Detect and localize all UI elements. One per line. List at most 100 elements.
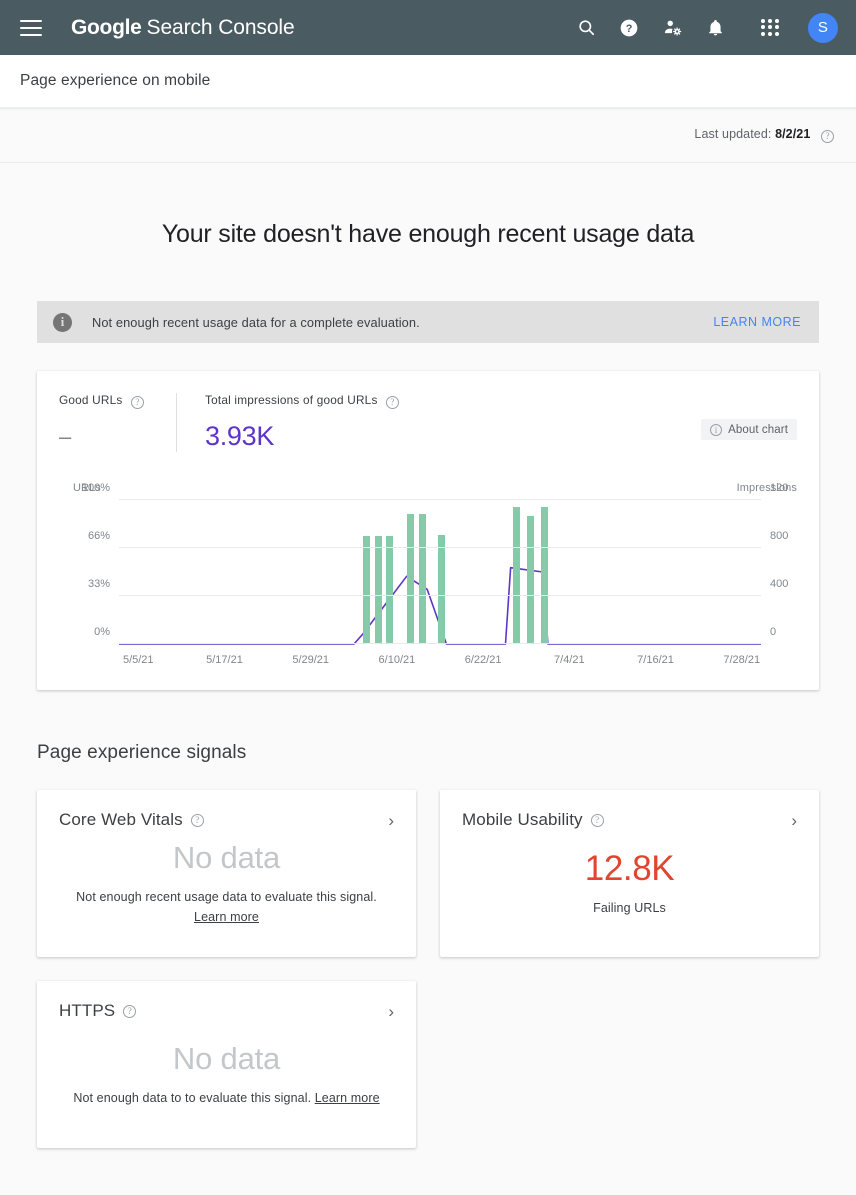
help-icon[interactable]: ?	[190, 813, 204, 827]
main-content: Last updated: 8/2/21 ? Your site doesn't…	[0, 108, 856, 1195]
metric-impressions-value: 3.93K	[205, 421, 275, 451]
y-axis-left-tick: 66%	[87, 530, 110, 542]
learn-more-link[interactable]: LEARN MORE	[713, 315, 801, 329]
page-headline: Your site doesn't have enough recent usa…	[161, 220, 695, 248]
help-icon[interactable]: ?	[386, 396, 400, 409]
x-axis-tick-label: 7/28/21	[723, 654, 761, 666]
x-axis-tick-label: 6/22/21	[464, 654, 502, 666]
chevron-right-icon[interactable]: ›	[388, 810, 394, 830]
signal-card-description-text: Not enough data to to evaluate this sign…	[73, 1090, 312, 1105]
signal-card-https[interactable]: HTTPS? › No data Not enough data to to eval…	[37, 981, 416, 1148]
signal-card-description: Not enough data to to evaluate this sign…	[73, 1089, 379, 1108]
brand-product-text: Search Console	[146, 15, 295, 39]
metric-impressions: Total impressions of good URLs ? 3.93K	[177, 393, 427, 452]
signal-card-description-text: Failing URLs	[593, 900, 666, 915]
svg-text:?: ?	[626, 22, 633, 34]
chart-bar	[527, 515, 535, 644]
y-axis-right-title: Impressions	[736, 482, 797, 494]
chevron-right-icon[interactable]: ›	[791, 810, 797, 830]
signal-card-header: Mobile Usability? ›	[462, 810, 797, 830]
signal-card-description-text: Not enough recent usage data to evaluate…	[76, 890, 377, 905]
help-icon[interactable]: ?	[616, 15, 642, 41]
y-axis-left-tick: 0%	[94, 626, 110, 638]
gridline	[119, 499, 761, 500]
y-axis-right-tick: 400	[770, 578, 789, 590]
chart-plot-area: URLs Impressions 0% 0 33% 400 66% 800 100% 120 …	[59, 482, 799, 672]
y-axis-left-title: URLs	[73, 482, 101, 494]
chevron-right-icon[interactable]: ›	[388, 1001, 394, 1021]
signal-card-body: 12.8K Failing URLs	[462, 826, 797, 941]
brand-google-text: Google	[71, 15, 142, 39]
chart-bar	[386, 536, 394, 644]
search-icon[interactable]	[573, 15, 599, 41]
last-updated-row: Last updated: 8/2/21 ?	[0, 108, 856, 163]
info-icon: i	[710, 423, 723, 436]
chart-bar	[362, 536, 370, 644]
learn-more-link[interactable]: Learn more	[314, 1090, 380, 1105]
x-axis-tick-label: 5/17/21	[206, 654, 243, 666]
info-banner: i Not enough recent usage data for a com…	[37, 301, 819, 343]
app-bar: Google Search Console ?	[0, 0, 856, 55]
last-updated-label: Last updated:	[694, 127, 772, 141]
chart-plot: 0% 0 33% 400 66% 800 100% 120	[82, 482, 788, 644]
y-axis-right-tick: 800	[770, 530, 789, 542]
signal-card-title: Mobile Usability	[462, 810, 583, 829]
chart-bar	[541, 507, 549, 644]
account-settings-icon[interactable]	[659, 15, 685, 41]
signal-card-body: No data Not enough data to to evaluate th…	[59, 1017, 394, 1132]
learn-more-link[interactable]: Learn more	[194, 909, 259, 924]
gridline	[119, 595, 761, 596]
signal-card-core-web-vitals[interactable]: Core Web Vitals? › No data Not enough recen…	[37, 790, 416, 957]
help-icon[interactable]: ?	[130, 396, 144, 409]
about-chart-button[interactable]: i About chart	[701, 419, 797, 440]
metric-impressions-label: Total impressions of good URLs ?	[205, 393, 400, 409]
metric-good-urls-label-text: Good URLs	[59, 393, 123, 407]
x-axis-tick-label: 5/29/21	[292, 654, 330, 666]
chart-bar	[406, 514, 414, 644]
signal-card-body: No data Not enough recent usage data to e…	[59, 826, 394, 941]
signal-card-mobile-usability[interactable]: Mobile Usability? › 12.8K Failing URLs	[440, 790, 819, 957]
chart-bar	[438, 534, 446, 644]
x-axis-tick-label: 5/5/21	[122, 654, 154, 666]
info-icon: i	[53, 312, 72, 332]
last-updated-value: 8/2/21	[775, 127, 811, 141]
avatar[interactable]: S	[808, 12, 838, 43]
metric-good-urls-label: Good URLs ?	[59, 393, 156, 409]
page-title: Page experience on mobile	[20, 72, 211, 89]
signal-card-description: Not enough recent usage data to evaluate…	[76, 888, 377, 927]
notifications-bell-icon[interactable]	[702, 15, 728, 41]
metric-impressions-label-text: Total impressions of good URLs	[205, 393, 378, 407]
y-axis-right-tick: 0	[770, 626, 777, 638]
x-axis-tick-label: 7/16/21	[637, 654, 674, 666]
chart-bar	[513, 507, 521, 644]
signal-card-title: HTTPS	[59, 1001, 116, 1020]
good-urls-bar-series	[119, 500, 761, 644]
signal-card-value: 12.8K	[584, 848, 675, 888]
chart-bar	[419, 514, 427, 644]
chart-bar	[374, 536, 382, 644]
signals-section-title: Page experience signals	[37, 742, 247, 763]
hamburger-menu-icon[interactable]	[20, 19, 42, 36]
x-axis-tick-labels: 5/5/21 5/17/21 5/29/21 6/10/21 6/22/21 7/4/21…	[119, 654, 761, 672]
signal-card-value: No data	[172, 840, 281, 876]
help-icon[interactable]: ?	[590, 813, 604, 827]
app-bar-actions: ? S	[573, 12, 838, 43]
signal-card-header: Core Web Vitals? ›	[59, 810, 394, 830]
x-axis-tick-label: 6/10/21	[378, 654, 416, 666]
gridline	[119, 547, 761, 548]
help-icon[interactable]: ?	[821, 130, 834, 143]
help-icon[interactable]: ?	[123, 1004, 137, 1018]
chart-card: Good URLs ? – Total impressions of good …	[37, 371, 819, 690]
about-chart-label: About chart	[728, 423, 788, 436]
signals-card-grid: Core Web Vitals? › No data Not enough recen…	[37, 790, 819, 1148]
metric-good-urls: Good URLs ? –	[59, 393, 177, 452]
brand-logo[interactable]: Google Search Console	[71, 16, 295, 40]
apps-grid-icon[interactable]	[761, 18, 779, 37]
y-axis-right-tick: 120	[770, 482, 789, 494]
signal-card-value: No data	[172, 1040, 281, 1076]
last-updated-text: Last updated: 8/2/21 ?	[694, 127, 834, 143]
gridline	[119, 643, 761, 644]
info-banner-message: Not enough recent usage data for a compl…	[92, 314, 420, 330]
metric-good-urls-value: –	[59, 424, 71, 449]
page-title-bar: Page experience on mobile	[0, 55, 856, 108]
